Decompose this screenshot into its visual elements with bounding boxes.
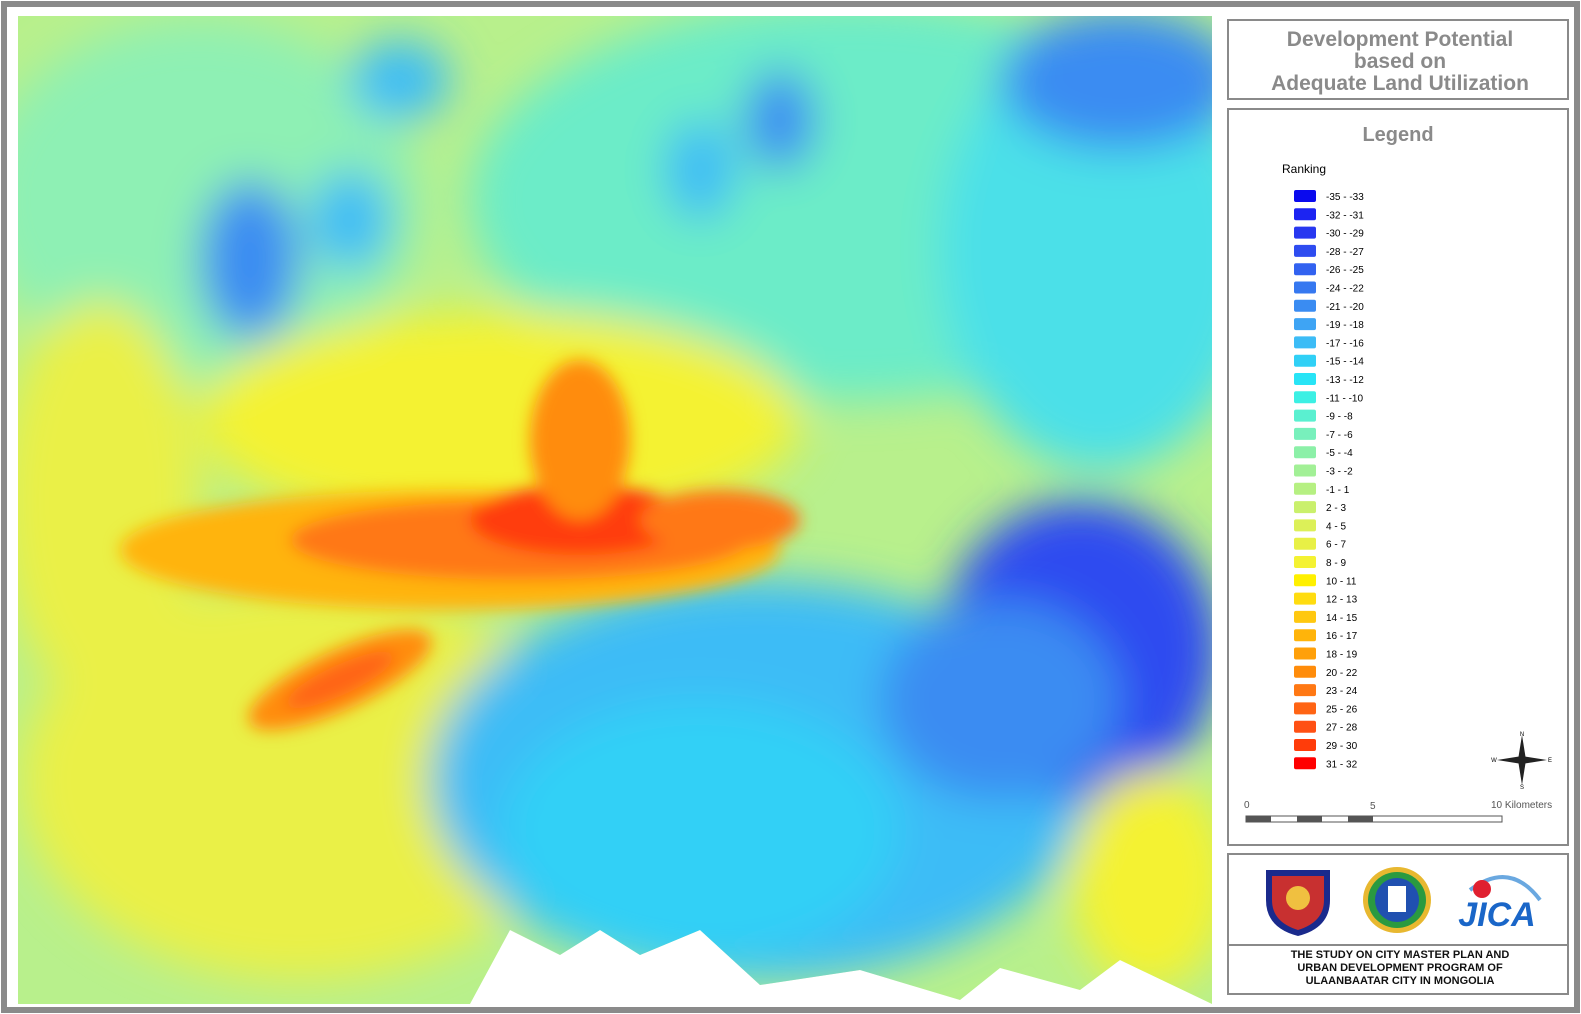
legend-swatch	[1294, 409, 1316, 422]
footer-text: THE STUDY ON CITY MASTER PLAN AND	[1291, 949, 1510, 961]
legend-swatch	[1294, 427, 1316, 440]
legend-swatch	[1294, 501, 1316, 514]
legend-swatch	[1294, 702, 1316, 715]
legend-label: 27 - 28	[1326, 723, 1358, 734]
legend-swatch	[1294, 336, 1316, 349]
legend-label: -21 - -20	[1326, 302, 1364, 313]
legend-swatch	[1294, 739, 1316, 751]
legend-label: -11 - -10	[1326, 393, 1363, 404]
legend-label: 14 - 15	[1326, 613, 1358, 624]
legend-swatch	[1294, 263, 1316, 276]
legend-label: -9 - -8	[1326, 412, 1353, 423]
map-title: Adequate Land Utilization	[1271, 72, 1529, 95]
scale-label: 0	[1244, 800, 1250, 811]
legend-title: Legend	[1362, 124, 1433, 146]
legend-label: -7 - -6	[1326, 430, 1353, 441]
legend-swatch	[1294, 391, 1316, 404]
legend-label: -24 - -22	[1326, 284, 1364, 295]
scale-bar: 0 5 10 Kilometers	[1244, 800, 1552, 823]
legend-label: 25 - 26	[1326, 704, 1358, 715]
legend-label: -28 - -27	[1326, 247, 1364, 258]
legend-subtitle: Ranking	[1282, 162, 1326, 176]
legend-label: -17 - -16	[1326, 338, 1364, 349]
logo-jica: JICA	[1458, 875, 1542, 934]
legend-swatch	[1294, 373, 1316, 385]
compass-e: E	[1548, 758, 1552, 764]
legend-label: 12 - 13	[1326, 595, 1358, 606]
legend-swatch	[1294, 208, 1316, 221]
legend-swatch	[1294, 665, 1316, 678]
legend-swatch	[1294, 684, 1316, 697]
title-box	[1227, 19, 1569, 100]
legend-label: 6 - 7	[1326, 540, 1346, 551]
legend-swatch	[1294, 610, 1316, 623]
legend-swatch	[1294, 354, 1316, 367]
legend-swatch	[1294, 574, 1316, 587]
footer-text: ULAANBAATAR CITY IN MONGOLIA	[1306, 975, 1495, 987]
legend-swatch	[1294, 537, 1316, 550]
legend-swatch	[1294, 720, 1316, 733]
legend-swatch	[1294, 318, 1316, 331]
raster-map	[18, 16, 1212, 1004]
compass-n: N	[1520, 732, 1524, 738]
legend-swatch	[1294, 281, 1316, 294]
legend-swatch	[1294, 556, 1316, 568]
legend-swatch	[1294, 519, 1316, 532]
legend-swatch	[1294, 629, 1316, 642]
scale-label: 5	[1370, 801, 1376, 812]
legend-label: 16 - 17	[1326, 631, 1358, 642]
legend-swatch	[1294, 757, 1316, 770]
logo-ulaanbaatar	[1266, 870, 1330, 936]
legend-label: 31 - 32	[1326, 759, 1358, 770]
compass: N E S W	[1491, 732, 1552, 791]
map-title: based on	[1354, 50, 1446, 73]
legend-swatch	[1294, 446, 1316, 459]
legend-items: -35 - -33 -32 - -31 -30 - -29 -28 - -27 -26 …	[1294, 190, 1364, 770]
legend-label: 20 - 22	[1326, 668, 1358, 679]
legend-label: 10 - 11	[1326, 576, 1357, 587]
jica-wordmark: JICA	[1458, 896, 1535, 934]
legend-swatch	[1294, 190, 1316, 202]
scale-label: 10 Kilometers	[1491, 800, 1552, 811]
legend-label: -30 - -29	[1326, 229, 1364, 240]
legend-swatch	[1294, 647, 1316, 660]
compass-s: S	[1520, 785, 1524, 791]
legend-label: 18 - 19	[1326, 650, 1358, 661]
map-title: Development Potential	[1287, 28, 1513, 51]
legend-label: -13 - -12	[1326, 375, 1364, 386]
compass-w: W	[1491, 758, 1497, 764]
logo-city	[1363, 867, 1431, 933]
legend-label: 8 - 9	[1326, 558, 1346, 569]
legend-label: -32 - -31	[1326, 210, 1364, 221]
legend-label: -19 - -18	[1326, 320, 1364, 331]
legend-label: -15 - -14	[1326, 357, 1364, 368]
legend-label: -3 - -2	[1326, 467, 1353, 478]
legend-label: -26 - -25	[1326, 265, 1364, 276]
legend-label: -35 - -33	[1326, 192, 1364, 203]
legend-swatch	[1294, 299, 1316, 312]
legend-label: -5 - -4	[1326, 448, 1353, 459]
legend-label: -1 - 1	[1326, 485, 1350, 496]
legend-swatch	[1294, 226, 1316, 239]
legend-swatch	[1294, 244, 1316, 257]
legend-swatch	[1294, 482, 1316, 495]
legend-swatch	[1294, 592, 1316, 605]
legend-label: 4 - 5	[1326, 521, 1346, 532]
footer-text: URBAN DEVELOPMENT PROGRAM OF	[1297, 962, 1503, 974]
legend-label: 23 - 24	[1326, 686, 1358, 697]
legend-box	[1227, 108, 1569, 846]
legend-label: 2 - 3	[1326, 503, 1346, 514]
legend-label: 29 - 30	[1326, 741, 1358, 752]
legend-swatch	[1294, 464, 1316, 477]
